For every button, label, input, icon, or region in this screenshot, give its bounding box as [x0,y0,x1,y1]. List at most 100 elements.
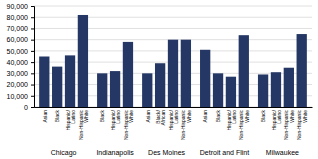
x-tick: Hispanic/Latino [110,107,121,131]
x-axis-line [35,107,313,108]
bar [200,50,210,107]
x-tick: Black [215,107,221,122]
x-tick: Non-HispanicWhite [283,107,294,140]
x-tick-label: Non-HispanicWhite [78,110,89,141]
y-axis: 0 10,000 20,000 30,000 40,000 50,000 60,000 70,… [7,3,35,111]
y-tick-mark [31,85,34,86]
bar [123,42,133,107]
y-tick-mark [31,6,34,7]
bar [52,67,62,107]
y-tick: 50,000 [7,48,34,55]
y-tick: 60,000 [7,36,34,43]
x-tick-label: Hispanic/Latino [271,109,282,130]
group-label: Chicago [51,149,77,157]
y-tick-mark [31,51,34,52]
x-tick: Black [99,107,105,122]
x-tick-label: Asian [202,110,208,123]
x-tick-label: Black [99,110,105,123]
x-tick-label: Hispanic/Latino [168,109,179,130]
x-tick: Hispanic/Latino [168,107,179,131]
y-tick-label: 30,000 [7,70,29,77]
y-tick: 0 [24,104,34,111]
y-axis-line [31,7,35,108]
bar [142,73,152,107]
x-tick-label: Hispanic/Latino [226,109,237,130]
bar [213,73,223,107]
x-axis: AsianBlackHispanic/LatinoNon-HispanicWhi… [35,107,313,140]
x-tick: Black [260,107,266,122]
x-tick: Non-HispanicWhite [180,107,191,140]
bar [110,71,120,107]
bar [39,57,49,108]
bar [284,68,294,107]
y-tick: 40,000 [7,59,34,66]
bar [65,55,75,107]
y-tick: 20,000 [7,81,34,88]
x-tick-label: Black [215,110,221,123]
y-tick: 70,000 [7,25,34,32]
x-tick-label: Non-HispanicWhite [238,110,249,141]
y-tick-label: 60,000 [7,36,29,43]
group-labels: Chicago Indianapolis Des Moines Detroit and… [51,149,299,157]
x-tick: Black/African [155,107,166,126]
x-tick-label: Black [260,110,266,123]
y-tick-label: 50,000 [7,48,29,55]
x-tick: Asian [202,107,208,123]
x-tick: Hispanic/Latino [226,107,237,131]
y-tick-mark [31,40,34,41]
bar [226,77,236,107]
y-tick: 30,000 [7,70,34,77]
y-tick-label: 10,000 [7,93,29,100]
bar [239,35,249,107]
y-tick-mark [31,96,34,97]
group-label: Detroit and Flint [200,149,249,156]
bar [297,34,307,107]
bar [97,73,107,107]
bar [181,40,191,107]
x-tick: Hispanic/Latino [271,107,282,131]
y-tick: 80,000 [7,14,34,21]
y-tick-label: 70,000 [7,25,29,32]
bar [271,72,281,107]
y-tick-label: 80,000 [7,14,29,21]
x-tick-label: Black [54,110,60,123]
grid [34,6,312,107]
x-tick-label: Non-HispanicWhite [180,110,191,141]
x-tick: Non-HispanicWhite [78,107,89,140]
y-tick-label: 40,000 [7,59,29,66]
y-tick-mark [31,107,34,108]
x-tick: Asian [145,107,151,123]
x-tick: Non-HispanicWhite [238,107,249,140]
y-tick: 90,000 [7,3,34,10]
x-tick-label: Non-HispanicWhite [296,110,307,141]
y-tick-label: 20,000 [7,81,29,88]
bar [258,74,268,107]
bar [78,15,88,107]
bar [168,40,178,107]
x-tick: Non-HispanicWhite [123,107,134,140]
y-tick-mark [31,17,34,18]
y-tick-mark [31,28,34,29]
y-tick-label: 0 [24,104,28,111]
x-tick-label: Asian [42,110,48,123]
grid-line [34,17,312,18]
x-tick-label: Hispanic/Latino [110,109,121,130]
x-tick-label: Asian [145,110,151,123]
x-tick: Hispanic/Latino [65,107,76,131]
plot: 0 10,000 20,000 30,000 40,000 50,000 60,000 70,… [7,3,313,157]
group-label: Des Moines [148,149,185,156]
chart: 0 10,000 20,000 30,000 40,000 50,000 60,000 70,… [0,0,318,159]
group-label: Indianapolis [96,149,134,157]
bars [39,15,307,107]
x-tick: Black [54,107,60,122]
x-tick: Asian [42,107,48,123]
bar [155,63,165,107]
x-tick-label: Non-HispanicWhite [283,110,294,141]
y-tick-mark [31,62,34,63]
x-tick: Non-HispanicWhite [296,107,307,140]
x-tick-label: Hispanic/Latino [65,109,76,130]
y-tick-mark [31,73,34,74]
grid-line [34,28,312,29]
group-label: Milwaukee [266,149,299,156]
x-tick-label: Black/African [155,109,166,125]
